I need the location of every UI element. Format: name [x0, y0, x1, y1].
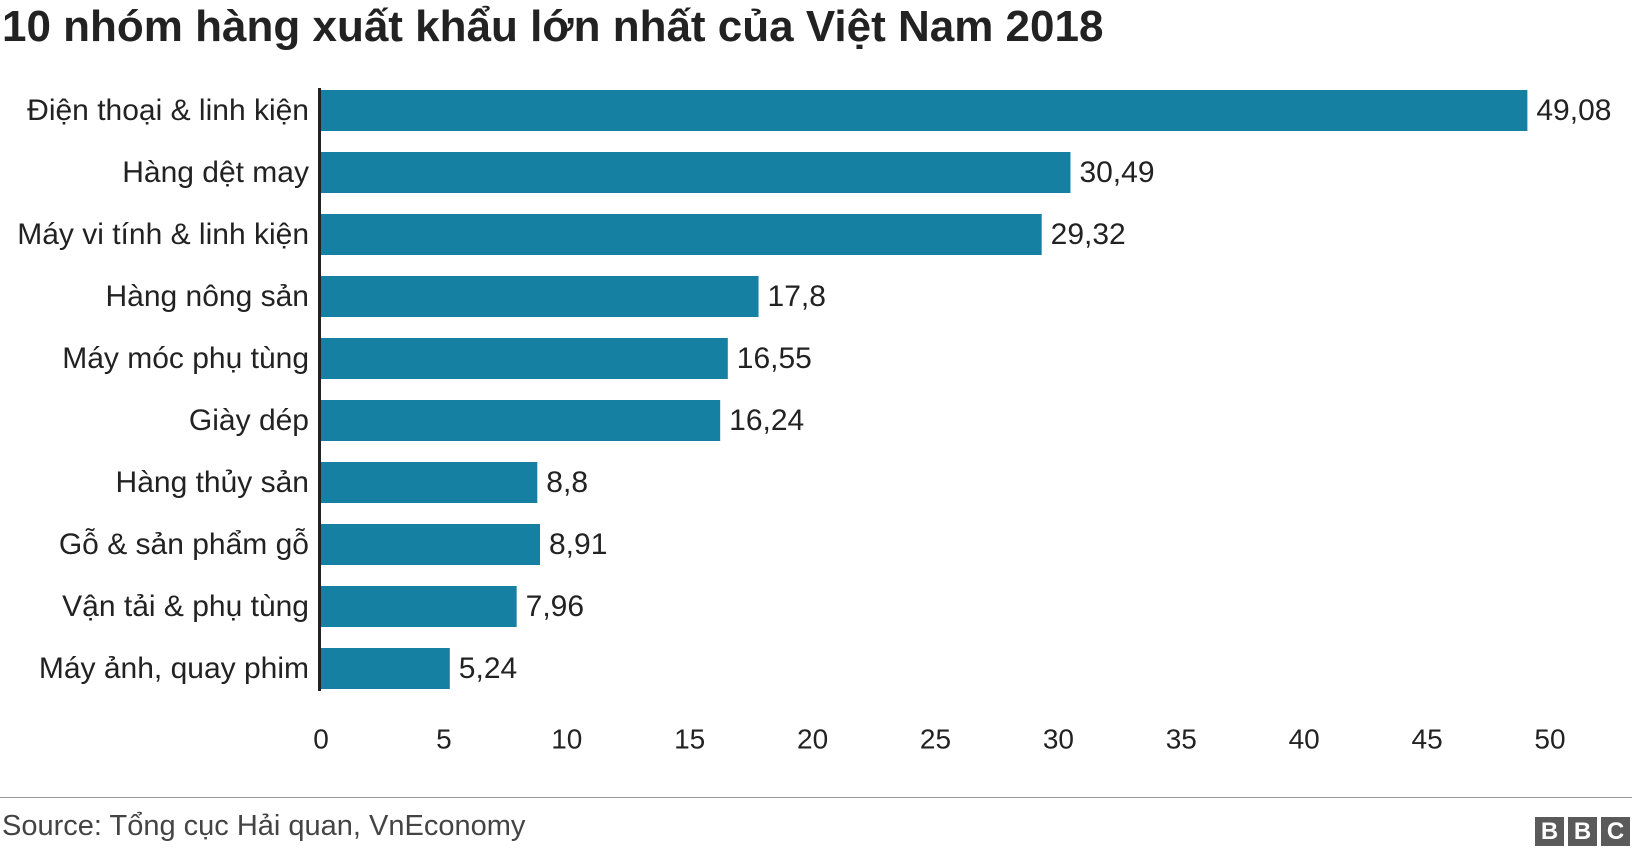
footer-divider — [0, 797, 1632, 798]
value-label: 5,24 — [459, 652, 517, 685]
bar — [321, 90, 1528, 131]
bar — [321, 338, 728, 379]
category-label: Vận tải & phụ tùng — [62, 590, 309, 623]
x-tick-label: 50 — [1534, 724, 1565, 755]
category-label: Giày dép — [189, 404, 309, 437]
category-label: Máy ảnh, quay phim — [39, 652, 309, 685]
bar — [321, 400, 721, 441]
value-label: 29,32 — [1051, 218, 1126, 251]
value-label: 16,55 — [737, 342, 812, 375]
x-tick-label: 10 — [551, 724, 582, 755]
x-tick-label: 0 — [313, 724, 329, 755]
value-label: 17,8 — [768, 280, 826, 313]
value-label: 8,8 — [546, 466, 588, 499]
category-label: Gỗ & sản phẩm gỗ — [59, 528, 309, 561]
bar — [321, 648, 450, 689]
bar — [321, 152, 1071, 193]
value-label: 30,49 — [1079, 156, 1154, 189]
bbc-logo-letter: B — [1535, 817, 1564, 846]
category-label: Hàng thủy sản — [116, 466, 309, 499]
category-label: Điện thoại & linh kiện — [27, 94, 309, 127]
value-label: 49,08 — [1536, 94, 1611, 127]
x-tick-label: 40 — [1289, 724, 1320, 755]
x-tick-label: 15 — [674, 724, 705, 755]
category-label: Máy móc phụ tùng — [62, 342, 309, 375]
bar-chart: Điện thoại & linh kiện Hàng dệt may Máy vi… — [17, 88, 1612, 755]
x-tick-label: 25 — [920, 724, 951, 755]
category-labels-group: Điện thoại & linh kiện Hàng dệt may Máy vi… — [17, 94, 309, 685]
category-label: Hàng dệt may — [122, 156, 309, 189]
bar — [321, 462, 538, 503]
bars-group — [321, 90, 1528, 689]
chart-title: 10 nhóm hàng xuất khẩu lớn nhất của Việt… — [2, 2, 1104, 51]
category-label: Máy vi tính & linh kiện — [17, 218, 309, 251]
x-tick-label: 30 — [1043, 724, 1074, 755]
source-note: Source: Tổng cục Hải quan, VnEconomy — [2, 810, 526, 842]
bbc-logo-letter: C — [1601, 817, 1630, 846]
bbc-logo-letter: B — [1568, 817, 1597, 846]
x-tick-label: 5 — [436, 724, 452, 755]
x-tick-labels-group: 0 5 10 15 20 25 30 35 40 45 50 — [313, 724, 1565, 755]
value-label: 7,96 — [526, 590, 584, 623]
value-labels-group: 49,08 30,49 29,32 17,8 16,55 16,24 8,8 8,91 7,96… — [459, 94, 1612, 685]
bar — [321, 586, 517, 627]
x-tick-label: 45 — [1412, 724, 1443, 755]
x-tick-label: 20 — [797, 724, 828, 755]
value-label: 16,24 — [729, 404, 804, 437]
bar — [321, 276, 759, 317]
bar — [321, 214, 1042, 255]
bbc-logo: B B C — [1535, 817, 1630, 846]
bar — [321, 524, 541, 565]
value-label: 8,91 — [549, 528, 607, 561]
x-tick-label: 35 — [1166, 724, 1197, 755]
category-label: Hàng nông sản — [106, 280, 310, 313]
